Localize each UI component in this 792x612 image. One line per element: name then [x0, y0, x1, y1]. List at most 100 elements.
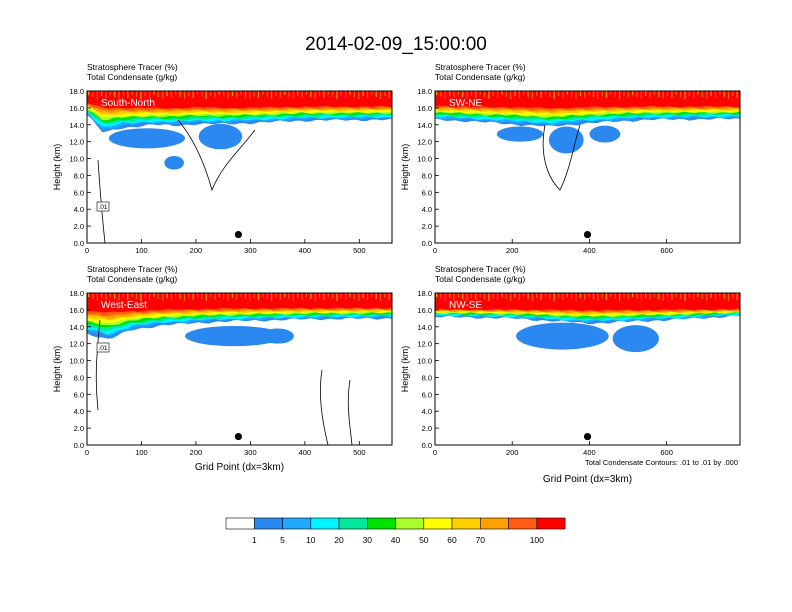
- tracer-streak: [127, 293, 129, 300]
- tracer-streak: [236, 293, 238, 300]
- y-tick-label: 10.0: [69, 357, 84, 366]
- x-tick-label: 300: [244, 448, 257, 457]
- tracer-streak: [640, 293, 642, 301]
- tracer-streak: [627, 293, 629, 300]
- y-tick-label: 2.0: [74, 222, 84, 231]
- y-tick-label: 14.0: [69, 323, 84, 332]
- tracer-streak: [371, 91, 373, 95]
- colorbar-swatch: [395, 517, 425, 530]
- y-tick-label: 4.0: [422, 407, 432, 416]
- y-tick-label: 6.0: [422, 188, 432, 197]
- condensate-contour: [177, 119, 256, 192]
- tracer-streak: [475, 293, 477, 300]
- tracer-streak: [196, 91, 199, 95]
- contour-fill: [87, 293, 392, 445]
- tracer-streak: [153, 293, 155, 297]
- tracer-streak: [271, 293, 273, 301]
- tracer-streak: [444, 293, 446, 301]
- tracer-streak: [653, 293, 656, 297]
- tracer-streak: [645, 293, 647, 298]
- tracer-streak: [540, 91, 542, 98]
- tracer-streak: [388, 91, 390, 98]
- y-tick-label: 2.0: [422, 424, 432, 433]
- x-tick-label: 400: [299, 246, 312, 255]
- tracer-streak: [375, 293, 377, 299]
- tracer-streak: [544, 91, 547, 95]
- tracer-streak: [588, 91, 590, 95]
- tracer-streak: [140, 91, 142, 99]
- contour-fill: [87, 91, 392, 243]
- colorbar-swatch: [366, 517, 396, 530]
- tracer-streak: [566, 293, 568, 297]
- y-tick-label: 6.0: [74, 390, 84, 399]
- tracer-streak: [710, 91, 712, 96]
- y-axis-label: Height (km): [400, 144, 410, 191]
- y-tick-label: 8.0: [74, 171, 84, 180]
- tracer-streak: [201, 293, 203, 299]
- tracer-streak: [632, 91, 634, 95]
- tracer-streak: [227, 293, 229, 301]
- tracer-streak: [549, 293, 551, 299]
- condensate-region: [612, 325, 659, 353]
- tracer-streak: [527, 91, 529, 97]
- tracer-streak: [292, 293, 294, 301]
- y-tick-label: 16.0: [417, 306, 432, 315]
- tracer-streak: [453, 293, 455, 300]
- tracer-streak: [579, 91, 581, 96]
- tracer-streak: [566, 91, 568, 95]
- tracer-streak: [196, 293, 199, 297]
- panel-name: South-North: [101, 98, 155, 109]
- tracer-streak: [318, 293, 321, 298]
- tracer-streak: [701, 91, 703, 97]
- panel-name: NW-SE: [449, 300, 482, 311]
- tracer-streak: [727, 91, 730, 99]
- tracer-streak: [714, 91, 717, 98]
- y-axis-label: Height (km): [52, 144, 62, 191]
- tracer-streak: [188, 91, 190, 96]
- condensate-region: [198, 123, 243, 150]
- x-tick-label: 0: [85, 448, 89, 457]
- x-tick-label: 0: [433, 448, 437, 457]
- y-tick-label: 12.0: [69, 138, 84, 147]
- tracer-streak: [610, 293, 612, 297]
- y-tick-label: 18.0: [417, 87, 432, 96]
- tracer-streak: [166, 293, 168, 298]
- y-tick-label: 4.0: [74, 205, 84, 214]
- tracer-streak: [262, 91, 264, 95]
- x-tick-label: 0: [433, 246, 437, 255]
- tracer-streak: [449, 91, 451, 96]
- tracer-streak: [736, 91, 738, 98]
- y-tick-label: 0.0: [74, 441, 84, 450]
- colorbar-swatch: [479, 517, 509, 530]
- tracer-streak: [332, 293, 334, 299]
- tracer-streak: [666, 91, 669, 96]
- tracer-streak: [105, 293, 107, 300]
- y-tick-label: 10.0: [69, 155, 84, 164]
- location-marker: [583, 230, 592, 239]
- colorbar-swatch: [423, 517, 453, 530]
- x-tick-label: 200: [506, 448, 519, 457]
- tracer-streak: [719, 293, 721, 297]
- tracer-streak: [597, 91, 599, 99]
- y-tick-label: 0.0: [422, 239, 432, 248]
- tracer-streak: [375, 91, 377, 97]
- tracer-streak: [88, 293, 90, 297]
- panel-title-line1: Stratosphere Tracer (%): [435, 62, 526, 72]
- contour-fill: [435, 91, 740, 191]
- colorbar-swatch: [310, 517, 340, 530]
- tracer-streak: [101, 293, 103, 298]
- tracer-streak: [671, 293, 673, 300]
- condensate-region: [589, 125, 621, 143]
- tracer-streak: [349, 91, 351, 95]
- tracer-streak: [92, 293, 94, 299]
- tracer-streak: [706, 293, 708, 301]
- tracer-streak: [266, 293, 268, 299]
- tracer-streak: [497, 293, 499, 300]
- tracer-streak: [680, 293, 682, 299]
- tracer-streak: [384, 293, 386, 298]
- colorbar-swatch: [508, 517, 538, 530]
- y-tick-label: 18.0: [417, 289, 432, 298]
- tracer-streak: [575, 293, 577, 301]
- panel-title-line1: Stratosphere Tracer (%): [435, 264, 526, 274]
- tracer-streak: [527, 293, 529, 299]
